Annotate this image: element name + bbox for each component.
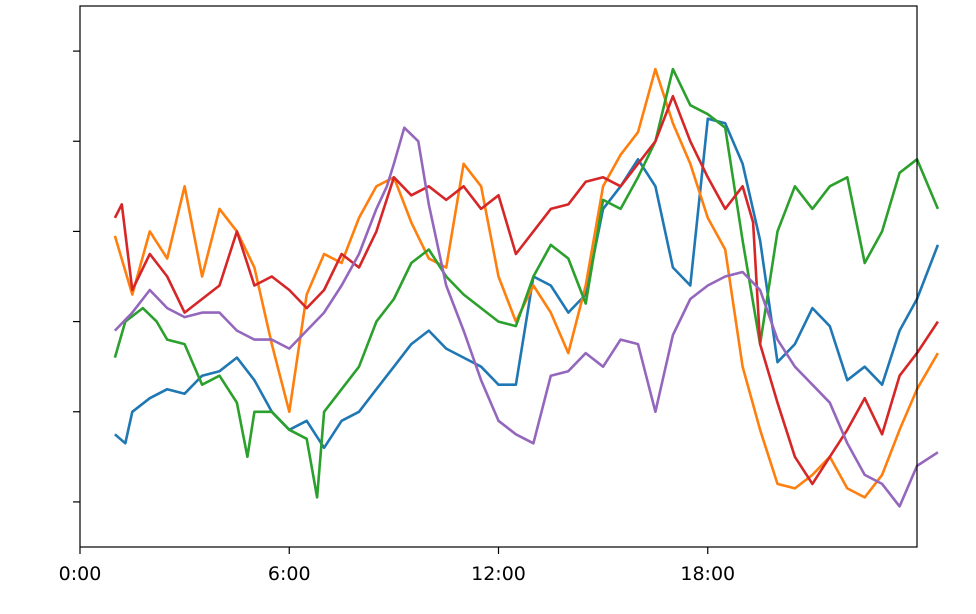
series-line-1 (114, 117, 940, 450)
series-line-3 (113, 67, 940, 499)
x-tick-label: 18:00 (680, 563, 735, 585)
series-line-4 (113, 94, 939, 486)
x-tick-label: 12:00 (471, 563, 526, 585)
x-tick-label: 0:00 (59, 563, 102, 585)
y-axis-ticks (73, 50, 80, 503)
series-layer (113, 67, 940, 508)
series-line-5 (113, 126, 939, 508)
x-tick-label: 6:00 (268, 563, 311, 585)
x-axis-ticks: 0:00 6:00 12:00 18:00 (59, 547, 735, 585)
